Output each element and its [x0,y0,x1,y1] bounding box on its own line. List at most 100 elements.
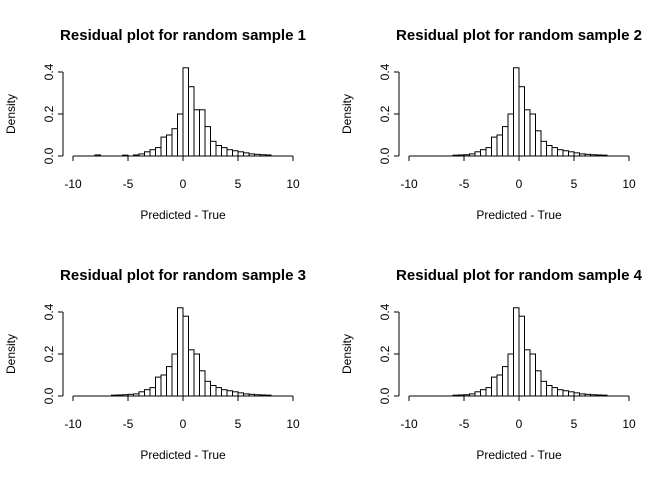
histogram-bar [507,113,514,157]
histogram-bar [491,376,498,397]
histogram-bar [177,307,184,397]
histogram-bar [149,149,156,157]
histogram-bar [529,353,536,397]
y-ticks: 0.0 0.2 0.4 [42,63,63,164]
histogram-bar [221,389,228,397]
histogram-bar [491,136,498,157]
histogram-bar [535,130,542,157]
y-axis-label: Density [340,334,354,374]
histogram-bar [568,391,575,397]
histogram-bar [568,151,575,157]
histogram-bar [204,380,211,397]
histogram-bar [507,353,514,397]
histogram-bar [485,147,492,157]
y-tick-label: 0.2 [42,105,56,122]
histogram-bar [188,86,195,157]
histogram-bar [546,385,553,397]
histogram-bar [480,149,487,157]
histogram-bar [166,134,173,157]
y-tick-label: 0.4 [378,63,392,80]
y-axis-label: Density [4,334,18,374]
histogram-bar [237,151,244,157]
x-axis-label: Predicted - True [140,208,226,222]
x-axis-label: Predicted - True [476,208,562,222]
x-ticks: -10 -5 0 5 10 [64,396,300,431]
histogram-bar [160,136,167,157]
x-tick-label: 5 [235,417,242,431]
x-tick-label: -10 [400,417,418,431]
x-ticks: -10 -5 0 5 10 [400,396,636,431]
histogram-bars [94,67,272,157]
histogram-bar [182,315,189,397]
y-tick-label: 0.2 [378,105,392,122]
histogram-bar [518,315,525,397]
y-tick-label: 0.4 [378,303,392,320]
histogram-bar [226,149,233,157]
histogram-bar [232,391,239,397]
histogram-bar [144,151,151,157]
y-ticks: 0.0 0.2 0.4 [378,303,399,404]
histogram-bar [557,389,564,397]
histogram-bar [546,145,553,157]
y-ticks: 0.0 0.2 0.4 [378,63,399,164]
x-tick-label: -5 [123,177,134,191]
x-tick-label: 0 [180,177,187,191]
histogram-bar [535,370,542,397]
histogram-bar [177,113,184,157]
histogram-bar [221,147,228,157]
histogram-bar [138,391,145,397]
histogram-bar [485,387,492,397]
histogram-panel-2: Residual plot for random sample 2 0.0 0.2… [340,27,642,222]
histogram-bar [215,387,222,397]
histogram-bar [193,353,200,397]
histogram-bar [149,387,156,397]
y-ticks: 0.0 0.2 0.4 [42,303,63,404]
histogram-bar [474,151,481,157]
histogram-bar [557,149,564,157]
x-tick-label: 10 [286,417,300,431]
y-tick-label: 0.0 [42,387,56,404]
histogram-bar [166,366,173,397]
x-tick-label: -10 [400,177,418,191]
histogram-panel-1: Residual plot for random sample 1 0.0 0.2… [4,27,306,222]
y-axis-label: Density [4,94,18,134]
histogram-bar [551,387,558,397]
histogram-bar [160,374,167,397]
histogram-bars [452,67,608,157]
histogram-bar [188,349,195,397]
x-tick-label: 5 [235,177,242,191]
histogram-bar [199,109,206,157]
panel-title: Residual plot for random sample 1 [60,27,306,44]
histogram-bar [210,140,217,157]
histogram-bar [540,140,547,157]
histogram-bar [524,349,531,397]
x-tick-label: -5 [459,177,470,191]
histogram-bar [155,376,162,397]
x-tick-label: 0 [516,417,523,431]
x-tick-label: 10 [622,417,636,431]
histogram-bar [226,390,233,397]
panel-title: Residual plot for random sample 2 [396,27,642,44]
x-tick-label: -5 [123,417,134,431]
x-ticks: -10 -5 0 5 10 [400,156,636,191]
histogram-bar [502,366,509,397]
histogram-bar [562,390,569,397]
y-tick-label: 0.2 [378,345,392,362]
x-tick-label: 10 [622,177,636,191]
histogram-bar [199,370,206,397]
histogram-bar [551,147,558,157]
y-tick-label: 0.0 [378,147,392,164]
y-tick-label: 0.0 [378,387,392,404]
histogram-bar [210,385,217,397]
x-tick-label: 0 [180,417,187,431]
histogram-bar [518,86,525,157]
histogram-bar [562,150,569,157]
y-tick-label: 0.4 [42,303,56,320]
y-tick-label: 0.2 [42,345,56,362]
histogram-bar [171,128,178,157]
histogram-bar [204,126,211,157]
x-ticks: -10 -5 0 5 10 [64,156,300,191]
x-tick-label: 10 [286,177,300,191]
histogram-bar [155,147,162,157]
